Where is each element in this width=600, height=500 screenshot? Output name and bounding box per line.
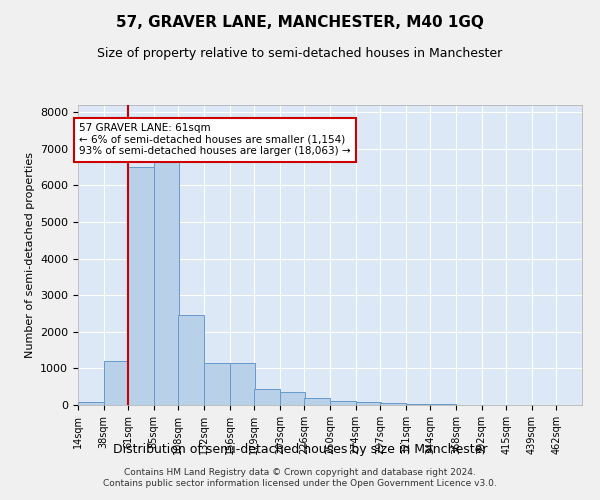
Bar — [78, 402, 104, 405]
Bar — [356, 402, 381, 405]
Bar — [204, 363, 230, 405]
Bar — [128, 167, 154, 405]
Bar — [380, 403, 406, 405]
Bar — [104, 361, 129, 405]
Text: 57, GRAVER LANE, MANCHESTER, M40 1GQ: 57, GRAVER LANE, MANCHESTER, M40 1GQ — [116, 15, 484, 30]
Text: Distribution of semi-detached houses by size in Manchester: Distribution of semi-detached houses by … — [113, 442, 487, 456]
Bar — [430, 404, 456, 405]
Y-axis label: Number of semi-detached properties: Number of semi-detached properties — [25, 152, 35, 358]
Bar — [230, 363, 255, 405]
Bar — [304, 398, 330, 405]
Bar — [330, 402, 356, 405]
Bar — [254, 388, 280, 405]
Bar — [178, 316, 204, 405]
Text: 57 GRAVER LANE: 61sqm
← 6% of semi-detached houses are smaller (1,154)
93% of se: 57 GRAVER LANE: 61sqm ← 6% of semi-detac… — [79, 124, 350, 156]
Bar — [154, 160, 179, 405]
Bar — [406, 404, 431, 405]
Text: Size of property relative to semi-detached houses in Manchester: Size of property relative to semi-detach… — [97, 48, 503, 60]
Text: Contains HM Land Registry data © Crown copyright and database right 2024.
Contai: Contains HM Land Registry data © Crown c… — [103, 468, 497, 487]
Bar — [280, 392, 305, 405]
